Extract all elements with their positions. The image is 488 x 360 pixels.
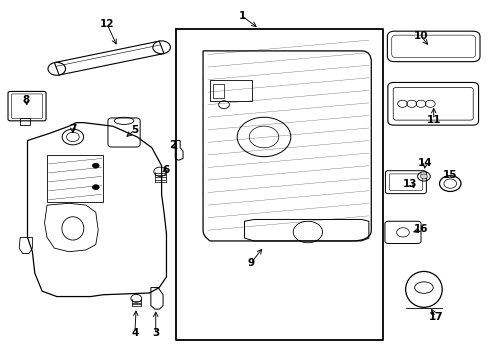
Circle shape xyxy=(420,174,427,179)
Text: 11: 11 xyxy=(426,115,440,125)
Text: 16: 16 xyxy=(413,225,427,234)
Text: 9: 9 xyxy=(247,258,254,268)
Bar xyxy=(212,84,223,98)
Text: 1: 1 xyxy=(238,11,245,21)
Text: 10: 10 xyxy=(413,31,427,41)
Text: 12: 12 xyxy=(100,19,114,29)
Circle shape xyxy=(92,163,99,168)
Text: 14: 14 xyxy=(417,158,432,168)
Text: 15: 15 xyxy=(442,170,457,180)
Text: 4: 4 xyxy=(131,328,138,338)
Text: 5: 5 xyxy=(131,125,138,135)
Text: 17: 17 xyxy=(427,312,442,322)
Text: 3: 3 xyxy=(152,328,159,338)
Bar xyxy=(20,118,30,126)
Bar xyxy=(210,80,251,101)
Text: 7: 7 xyxy=(69,124,77,134)
Text: 8: 8 xyxy=(22,95,30,105)
Text: 2: 2 xyxy=(168,140,176,150)
Text: 6: 6 xyxy=(162,165,169,175)
Bar xyxy=(47,155,103,202)
Circle shape xyxy=(92,185,99,190)
Text: 13: 13 xyxy=(402,179,417,189)
